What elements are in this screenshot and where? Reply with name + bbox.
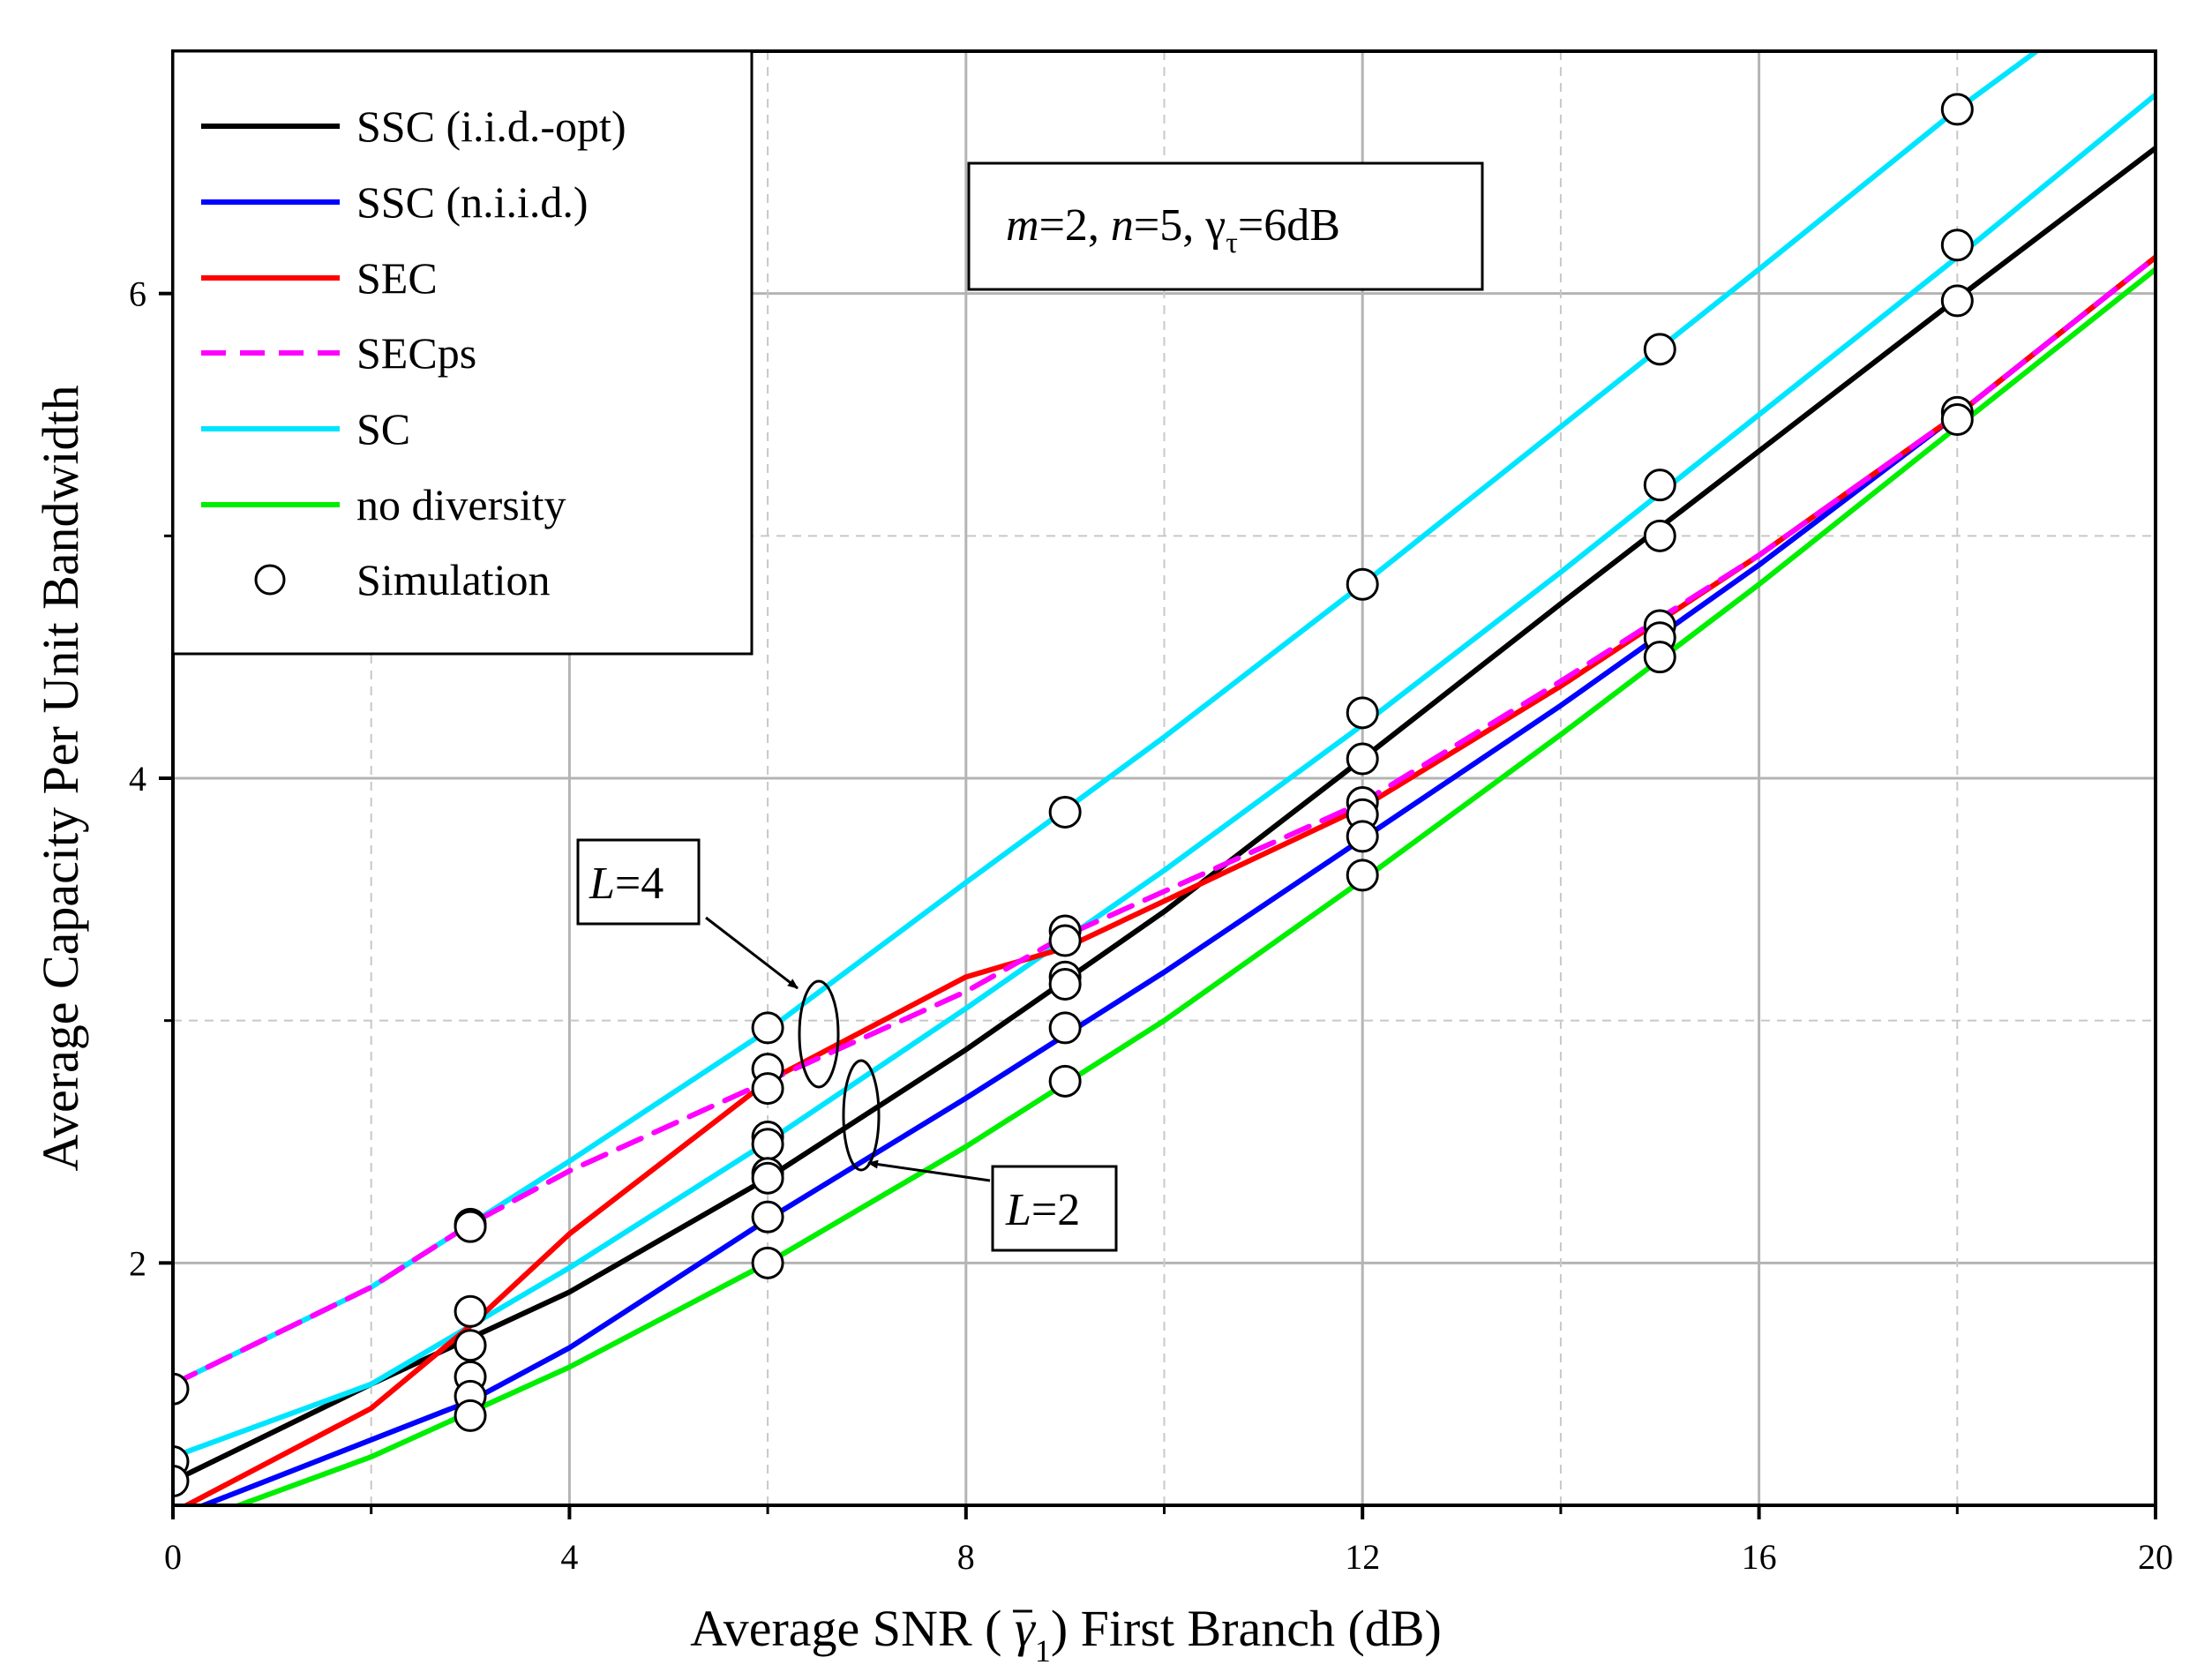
l2-ellipse (842, 1059, 881, 1172)
l2-arrow (867, 1159, 991, 1182)
plot-frame (171, 49, 2157, 1507)
legend-swatch-marker (254, 564, 286, 596)
legend-entry-ssc-niid: SSC (n.i.i.d.) (201, 177, 589, 227)
legend-entry-sc: SC (201, 404, 410, 454)
y-tick-label: 2 (129, 1243, 146, 1283)
simulation-point (751, 1200, 784, 1234)
series-line-no-diversity (231, 266, 2156, 1505)
legend-label: SC (356, 404, 410, 454)
simulation-point (173, 1465, 190, 1498)
series-line-ssc-i-i-d-opt (173, 145, 2156, 1484)
simulation-point (751, 1011, 784, 1045)
x-tick-label: 8 (957, 1537, 975, 1577)
simulation-point (1940, 402, 1974, 436)
l4-arrow (705, 916, 799, 990)
legend-entry-no-diversity: no diversity (201, 480, 566, 529)
y-axis-title: Average Capacity Per Unit Bandwidth (32, 385, 89, 1171)
l4-label: L=4 (589, 859, 664, 909)
legend-entry-simulation: Simulation (254, 555, 550, 604)
simulation-point (1346, 696, 1379, 730)
legend: SSC (i.i.d.-opt) SSC (n.i.i.d.) SEC SECp… (171, 49, 754, 656)
legend-label: SECps (356, 328, 476, 378)
simulation-point (1346, 859, 1379, 892)
x-tick-label: 16 (1742, 1537, 1777, 1577)
simulation-point (1048, 1064, 1082, 1098)
simulation-point (751, 1128, 784, 1161)
legend-label: SEC (356, 253, 438, 303)
simulation-markers (173, 93, 1974, 1498)
legend-label: SSC (n.i.i.d.) (356, 177, 589, 227)
simulation-point (1048, 924, 1082, 957)
x-tick-label: 0 (164, 1537, 182, 1577)
parameters-text: m=2, n=5, γτ=6dB (1006, 200, 1340, 259)
legend-entry-ssc-iid-opt: SSC (i.i.d.-opt) (201, 101, 626, 151)
simulation-point (1940, 284, 1974, 318)
simulation-point (751, 1161, 784, 1195)
series-line-sc (173, 92, 2156, 1460)
x-tick-label: 4 (560, 1537, 578, 1577)
legend-label: no diversity (356, 480, 566, 529)
parameters-box (967, 161, 1484, 291)
l4-box (576, 838, 701, 926)
simulation-point (173, 1372, 190, 1406)
simulation-point (1346, 742, 1379, 776)
simulation-point (454, 1294, 487, 1328)
simulation-point (454, 1329, 487, 1362)
x-tick-label: 12 (1345, 1537, 1380, 1577)
y-tick-label: 6 (129, 274, 146, 314)
l4-annotation: L=4 (576, 838, 840, 1089)
y-tick-label: 4 (129, 759, 146, 799)
parameters-annotation: m=2, n=5, γτ=6dB (967, 161, 1484, 291)
simulation-point (1643, 469, 1676, 502)
series-line-secps (173, 254, 2156, 1387)
simulation-point (1643, 519, 1676, 552)
l2-box (991, 1165, 1118, 1252)
x-tick-label: 20 (2138, 1537, 2173, 1577)
simulation-point (454, 1399, 487, 1432)
l2-annotation: L=2 (842, 1059, 1118, 1252)
simulation-point (751, 1072, 784, 1106)
l2-label: L=2 (1005, 1185, 1080, 1235)
simulation-point (1643, 333, 1676, 366)
simulation-point (1048, 795, 1082, 829)
legend-label: SSC (i.i.d.-opt) (356, 101, 626, 151)
simulation-point (1643, 641, 1676, 674)
series-lines (173, 51, 2156, 1505)
simulation-point (1940, 229, 1974, 262)
legend-entry-sec: SEC (201, 253, 438, 303)
l4-ellipse (798, 979, 840, 1089)
simulation-point (1048, 967, 1082, 1001)
legend-entry-secps: SECps (201, 328, 476, 378)
simulation-point (1346, 567, 1379, 601)
simulation-point (1346, 820, 1379, 853)
legend-label: Simulation (356, 555, 550, 604)
simulation-point (751, 1246, 784, 1279)
simulation-point (1048, 1011, 1082, 1045)
simulation-point (1940, 93, 1974, 126)
x-axis-title: Average SNR ( γ1) First Branch (dB) (690, 1600, 1442, 1669)
series-line-ssc-n-i-i-d (196, 254, 2156, 1505)
simulation-point (454, 1210, 487, 1243)
series-line-sc (173, 51, 2040, 1387)
legend-box (171, 49, 754, 656)
